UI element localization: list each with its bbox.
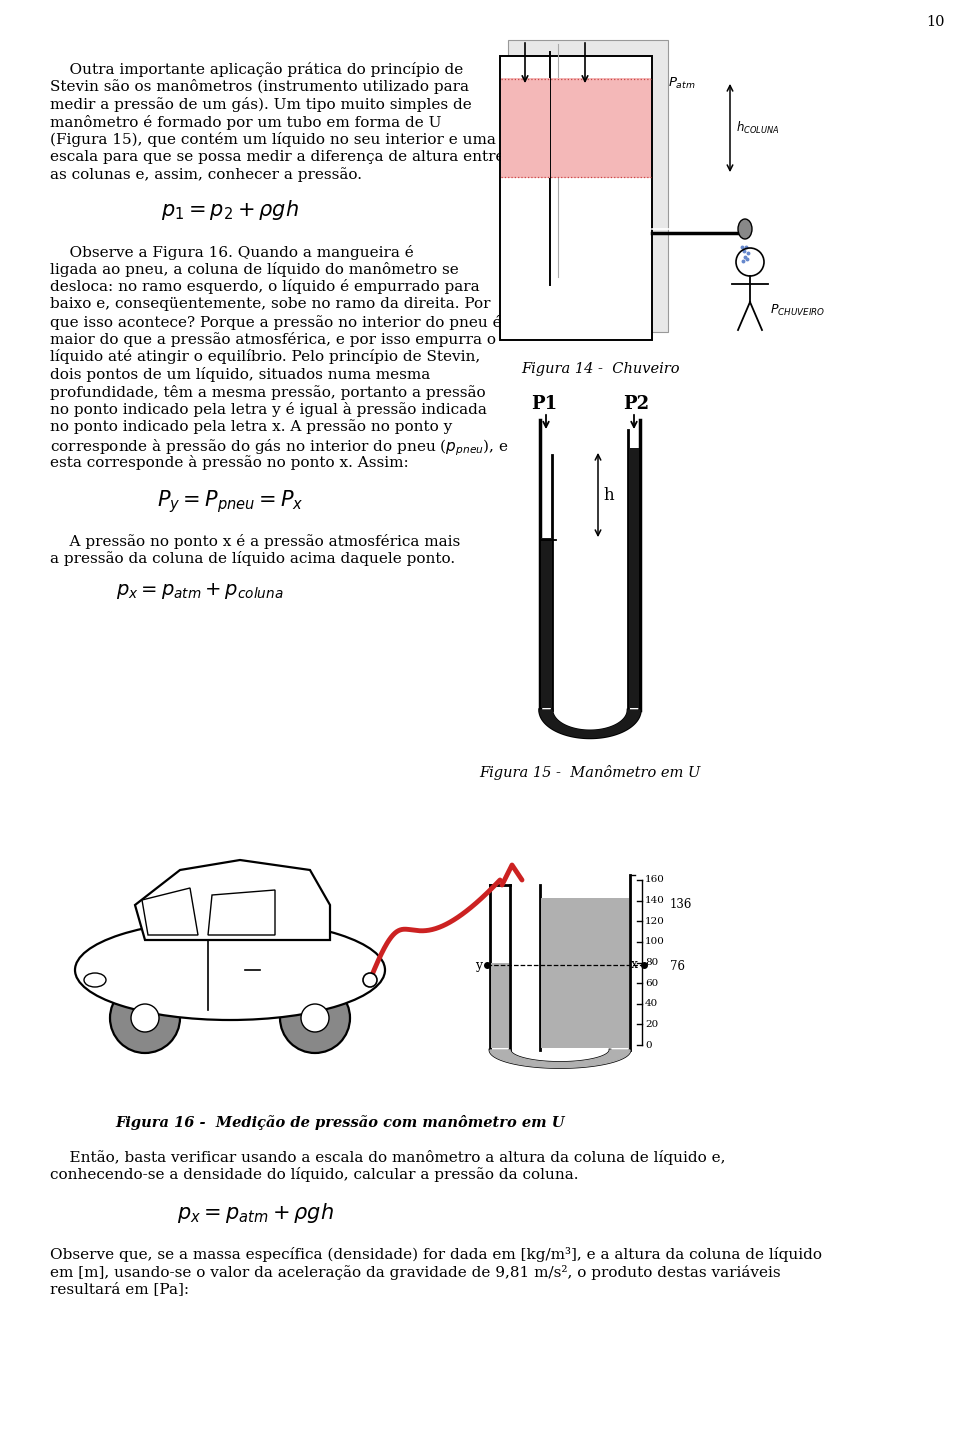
Text: no ponto indicado pela letra x. A pressão no ponto y: no ponto indicado pela letra x. A pressã…	[50, 419, 452, 434]
Circle shape	[301, 1004, 329, 1032]
Bar	[541, 538, 551, 708]
Text: Observe que, se a massa específica (densidade) for dada em [kg/m³], e a altura d: Observe que, se a massa específica (dens…	[50, 1246, 822, 1262]
Text: Stevin são os manômetros (instrumento utilizado para: Stevin são os manômetros (instrumento ut…	[50, 80, 469, 94]
Text: manômetro é formado por um tubo em forma de U: manômetro é formado por um tubo em forma…	[50, 115, 442, 129]
Text: $p_1 = p_2 + \rho gh$: $p_1 = p_2 + \rho gh$	[161, 199, 299, 222]
Text: Observe a Figura 16. Quando a mangueira é: Observe a Figura 16. Quando a mangueira …	[50, 245, 414, 260]
Text: profundidade, têm a mesma pressão, portanto a pressão: profundidade, têm a mesma pressão, porta…	[50, 385, 486, 399]
Ellipse shape	[738, 219, 752, 239]
Text: líquido até atingir o equilíbrio. Pelo princípio de Stevin,: líquido até atingir o equilíbrio. Pelo p…	[50, 350, 480, 364]
Text: escala para que se possa medir a diferença de altura entre: escala para que se possa medir a diferen…	[50, 149, 505, 164]
Text: Figura 14 -  Chuveiro: Figura 14 - Chuveiro	[520, 361, 680, 376]
Bar	[541, 900, 629, 905]
Text: 20: 20	[645, 1020, 659, 1029]
Text: A pressão no ponto x é a pressão atmosférica mais: A pressão no ponto x é a pressão atmosfé…	[50, 534, 460, 548]
Polygon shape	[135, 860, 330, 940]
Text: $P_{atm}$: $P_{atm}$	[668, 75, 696, 90]
Text: esta corresponde à pressão no ponto x. Assim:: esta corresponde à pressão no ponto x. A…	[50, 454, 409, 470]
Text: baixo e, conseqüentemente, sobe no ramo da direita. Por: baixo e, conseqüentemente, sobe no ramo …	[50, 297, 491, 311]
Text: $p_x = p_{atm} + p_{coluna}$: $p_x = p_{atm} + p_{coluna}$	[116, 580, 284, 601]
Text: Então, basta verificar usando a escala do manômetro a altura da coluna de líquid: Então, basta verificar usando a escala d…	[50, 1151, 726, 1165]
Text: 40: 40	[645, 1000, 659, 1008]
Text: h: h	[603, 486, 613, 503]
Text: $P_{CHUVEIRO}$: $P_{CHUVEIRO}$	[770, 302, 826, 318]
Text: 100: 100	[645, 937, 665, 946]
Bar	[500, 57, 652, 340]
Circle shape	[110, 982, 180, 1053]
Text: no ponto indicado pela letra y é igual à pressão indicada: no ponto indicado pela letra y é igual à…	[50, 402, 487, 416]
Text: 136: 136	[670, 898, 692, 911]
Text: conhecendo-se a densidade do líquido, calcular a pressão da coluna.: conhecendo-se a densidade do líquido, ca…	[50, 1168, 579, 1183]
Polygon shape	[490, 1051, 630, 1068]
Text: em [m], usando-se o valor da aceleração da gravidade de 9,81 m/s², o produto des: em [m], usando-se o valor da aceleração …	[50, 1264, 780, 1280]
Text: 0: 0	[645, 1040, 652, 1049]
Text: ligada ao pneu, a coluna de líquido do manômetro se: ligada ao pneu, a coluna de líquido do m…	[50, 263, 459, 277]
Text: 140: 140	[645, 897, 665, 905]
Text: y: y	[475, 959, 482, 972]
Text: maior do que a pressão atmosférica, e por isso empurra o: maior do que a pressão atmosférica, e po…	[50, 332, 496, 347]
Text: a pressão da coluna de líquido acima daquele ponto.: a pressão da coluna de líquido acima daq…	[50, 551, 455, 566]
Bar	[541, 898, 629, 1048]
Text: 10: 10	[925, 15, 945, 29]
Text: as colunas e, assim, conhecer a pressão.: as colunas e, assim, conhecer a pressão.	[50, 167, 362, 181]
Circle shape	[363, 974, 377, 987]
Text: 76: 76	[670, 961, 685, 974]
Text: $p_x = p_{atm} + \rho gh$: $p_x = p_{atm} + \rho gh$	[177, 1201, 333, 1225]
Bar	[501, 78, 550, 178]
Polygon shape	[540, 710, 640, 737]
Text: (Figura 15), que contém um líquido no seu interior e uma: (Figura 15), que contém um líquido no se…	[50, 132, 496, 147]
Ellipse shape	[75, 920, 385, 1020]
Polygon shape	[208, 889, 275, 934]
Circle shape	[280, 982, 350, 1053]
Text: que isso acontece? Porque a pressão no interior do pneu é: que isso acontece? Porque a pressão no i…	[50, 315, 502, 329]
Text: Figura 15 -  Manômetro em U: Figura 15 - Manômetro em U	[479, 765, 701, 781]
Text: P2: P2	[623, 395, 649, 414]
Text: dois pontos de um líquido, situados numa mesma: dois pontos de um líquido, situados numa…	[50, 367, 430, 382]
Text: corresponde à pressão do gás no interior do pneu ($p_{pneu}$), e: corresponde à pressão do gás no interior…	[50, 437, 509, 457]
Text: $h_{COLUNA}$: $h_{COLUNA}$	[736, 120, 780, 136]
Text: resultará em [Pa]:: resultará em [Pa]:	[50, 1283, 189, 1296]
Text: 80: 80	[645, 958, 659, 966]
Text: 160: 160	[645, 875, 665, 885]
Ellipse shape	[84, 974, 106, 987]
Bar	[491, 963, 509, 1048]
Text: medir a pressão de um gás). Um tipo muito simples de: medir a pressão de um gás). Um tipo muit…	[50, 97, 471, 112]
Bar	[508, 41, 668, 332]
Bar	[629, 448, 639, 708]
Circle shape	[131, 1004, 159, 1032]
Text: x: x	[631, 959, 638, 972]
Text: $P_y = P_{pneu} = P_x$: $P_y = P_{pneu} = P_x$	[156, 488, 303, 515]
Text: 120: 120	[645, 917, 665, 926]
Text: 60: 60	[645, 978, 659, 988]
Text: desloca: no ramo esquerdo, o líquido é empurrado para: desloca: no ramo esquerdo, o líquido é e…	[50, 280, 480, 295]
Text: Outra importante aplicação prática do princípio de: Outra importante aplicação prática do pr…	[50, 62, 464, 77]
Text: P1: P1	[531, 395, 557, 414]
Text: Figura 16 -  Medição de pressão com manômetro em U: Figura 16 - Medição de pressão com manôm…	[115, 1114, 564, 1130]
Polygon shape	[142, 888, 198, 934]
Bar	[551, 78, 651, 178]
